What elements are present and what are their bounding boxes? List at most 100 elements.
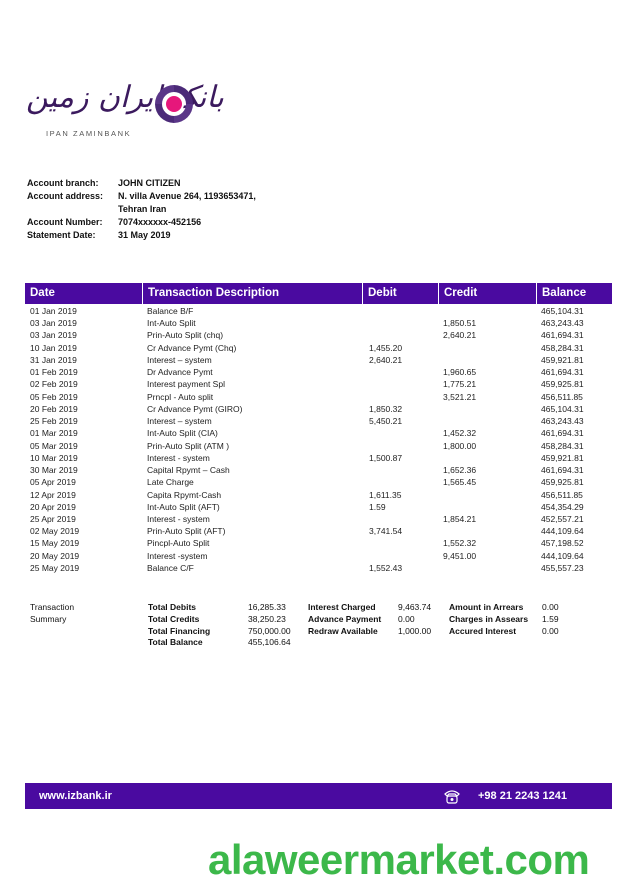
cell-date: 25 May 2019 bbox=[30, 562, 80, 573]
table-row: 05 Feb 2019 Prncpl - Auto split 3,521.21 45… bbox=[25, 391, 612, 403]
table-row: 15 May 2019 Pincpl-Auto Split 1,552.32 457,… bbox=[25, 537, 612, 549]
summary-label: Interest Charged bbox=[308, 602, 376, 612]
table-row: 20 Apr 2019 Int-Auto Split (AFT) 1.59 454,3… bbox=[25, 501, 612, 513]
summary-label: Total Financing bbox=[148, 625, 211, 636]
cell-description: Cr Advance Pymt (Chq) bbox=[147, 342, 237, 353]
cell-description: Capital Rpymt – Cash bbox=[147, 465, 230, 476]
summary-item: Total Debits 16,285.33 bbox=[148, 602, 291, 614]
cell-credit: 1,565.45 bbox=[443, 477, 477, 488]
cell-debit: 1,611.35 bbox=[369, 489, 402, 500]
cell-description: Balance B/F bbox=[147, 306, 194, 316]
summary-item: Redraw Available 1,000.00 bbox=[308, 626, 431, 638]
cell-date: 10 Jan 2019 bbox=[30, 342, 77, 353]
cell-balance: 461,694.31 bbox=[541, 330, 584, 341]
cell-credit: 2,640.21 bbox=[443, 330, 477, 341]
table-row: 20 May 2019 Interest -system 9,451.00 444,1… bbox=[25, 550, 612, 562]
account-row: Statement Date: 31 May 2019 bbox=[27, 229, 256, 242]
cell-debit: 2,640.21 bbox=[369, 354, 403, 365]
cell-date: 02 Feb 2019 bbox=[30, 379, 78, 390]
cell-date: 20 Apr 2019 bbox=[30, 501, 76, 512]
summary-item: Interest Charged 9,463.74 bbox=[308, 602, 431, 614]
website-link[interactable]: www.izbank.ir bbox=[39, 790, 112, 802]
account-label: Account Number: bbox=[27, 217, 103, 227]
table-row: 01 Jan 2019 Balance B/F 465,104.31 bbox=[25, 305, 612, 317]
cell-balance: 463,243.43 bbox=[541, 318, 584, 329]
account-label: Statement Date: bbox=[27, 230, 96, 240]
cell-date: 02 May 2019 bbox=[30, 526, 80, 537]
cell-description: Interest - system bbox=[147, 452, 210, 463]
account-value: Tehran Iran bbox=[118, 204, 167, 214]
cell-date: 05 Mar 2019 bbox=[30, 440, 78, 451]
summary-value: 750,000.00 bbox=[248, 625, 291, 636]
cell-description: Int-Auto Split bbox=[147, 318, 196, 329]
cell-description: Interest - system bbox=[147, 513, 210, 524]
table-row: 02 May 2019 Prin-Auto Split (AFT) 3,741.54… bbox=[25, 525, 612, 537]
table-row: 12 Apr 2019 Capita Rpymt-Cash 1,611.35 456,… bbox=[25, 489, 612, 501]
table-row: 10 Mar 2019 Interest - system 1,500.87 459,… bbox=[25, 452, 612, 464]
cell-balance: 454,354.29 bbox=[541, 501, 584, 512]
account-row: Account address: N. villa Avenue 264, 119… bbox=[27, 190, 256, 203]
table-header: Date Transaction Description Debit Credi… bbox=[25, 283, 612, 304]
bank-logo-icon bbox=[155, 85, 193, 123]
account-row: Account branch: JOHN CITIZEN bbox=[27, 177, 256, 190]
cell-date: 15 May 2019 bbox=[30, 538, 80, 549]
cell-date: 01 Feb 2019 bbox=[30, 367, 78, 378]
account-value: 31 May 2019 bbox=[118, 230, 171, 240]
account-label: Account address: bbox=[27, 191, 104, 201]
table-row: 30 Mar 2019 Capital Rpymt – Cash 1,652.36 4… bbox=[25, 464, 612, 476]
cell-credit: 1,850.51 bbox=[443, 318, 477, 329]
account-label bbox=[27, 203, 118, 216]
summary-value: 1.59 bbox=[542, 613, 559, 624]
cell-balance: 456,511.85 bbox=[541, 489, 583, 500]
cell-date: 12 Apr 2019 bbox=[30, 489, 76, 500]
cell-date: 31 Jan 2019 bbox=[30, 354, 77, 365]
cell-description: Interest – system bbox=[147, 354, 212, 365]
table-row: 02 Feb 2019 Interest payment Spl 1,775.21 4… bbox=[25, 378, 612, 390]
cell-balance: 457,198.52 bbox=[541, 538, 584, 549]
account-value: JOHN CITIZEN bbox=[118, 178, 181, 188]
cell-description: Cr Advance Pymt (GIRO) bbox=[147, 403, 243, 414]
summary-label: Amount in Arrears bbox=[449, 602, 524, 612]
cell-date: 01 Mar 2019 bbox=[30, 428, 78, 439]
cell-description: Prin-Auto Split (ATM ) bbox=[147, 440, 230, 451]
header-description: Transaction Description bbox=[142, 283, 362, 304]
cell-balance: 461,694.31 bbox=[541, 428, 584, 439]
cell-debit: 1.59 bbox=[369, 501, 386, 512]
account-value: 7074xxxxxx-452156 bbox=[118, 217, 202, 227]
summary-item: Charges in Assears 1.59 bbox=[449, 614, 559, 626]
summary-label: Total Credits bbox=[148, 613, 200, 624]
cell-description: Prin-Auto Split (AFT) bbox=[147, 526, 226, 537]
cell-date: 05 Apr 2019 bbox=[30, 477, 76, 488]
cell-credit: 3,521.21 bbox=[443, 391, 477, 402]
cell-credit: 1,960.65 bbox=[443, 367, 477, 378]
summary-value: 0.00 bbox=[542, 602, 559, 612]
summary-title-line: Summary bbox=[30, 613, 67, 624]
table-row: 20 Feb 2019 Cr Advance Pymt (GIRO) 1,850.3… bbox=[25, 403, 612, 415]
cell-balance: 456,511.85 bbox=[541, 391, 583, 402]
cell-balance: 461,694.31 bbox=[541, 465, 584, 476]
summary-label: Charges in Assears bbox=[449, 613, 529, 624]
cell-credit: 1,652.36 bbox=[443, 465, 477, 476]
cell-debit: 1,500.87 bbox=[369, 452, 403, 463]
cell-date: 20 May 2019 bbox=[30, 550, 80, 561]
cell-balance: 458,284.31 bbox=[541, 342, 584, 353]
cell-credit: 1,452.32 bbox=[443, 428, 477, 439]
table-row: 05 Mar 2019 Prin-Auto Split (ATM ) 1,800.0… bbox=[25, 440, 612, 452]
summary-value: 16,285.33 bbox=[248, 602, 286, 612]
cell-description: Interest – system bbox=[147, 416, 212, 427]
cell-date: 05 Feb 2019 bbox=[30, 391, 78, 402]
table-row: 25 Apr 2019 Interest - system 1,854.21 452,… bbox=[25, 513, 612, 525]
cell-balance: 455,557.23 bbox=[541, 562, 584, 573]
summary-label: Redraw Available bbox=[308, 625, 378, 636]
summary-item: Advance Payment 0.00 bbox=[308, 614, 431, 626]
bank-logo-subtitle: IPAN ZAMINBANK bbox=[46, 129, 132, 138]
account-info: Account branch: JOHN CITIZEN Account addre… bbox=[27, 177, 256, 242]
transaction-table: 01 Jan 2019 Balance B/F 465,104.31 03 Jan 2… bbox=[25, 305, 612, 574]
account-row: Tehran Iran bbox=[27, 203, 256, 216]
cell-date: 20 Feb 2019 bbox=[30, 403, 78, 414]
header-credit: Credit bbox=[438, 283, 536, 304]
summary-value: 455,106.64 bbox=[248, 637, 291, 648]
cell-description: Interest payment Spl bbox=[147, 379, 225, 390]
summary-label: Accured Interest bbox=[449, 625, 517, 636]
cell-date: 03 Jan 2019 bbox=[30, 330, 77, 341]
